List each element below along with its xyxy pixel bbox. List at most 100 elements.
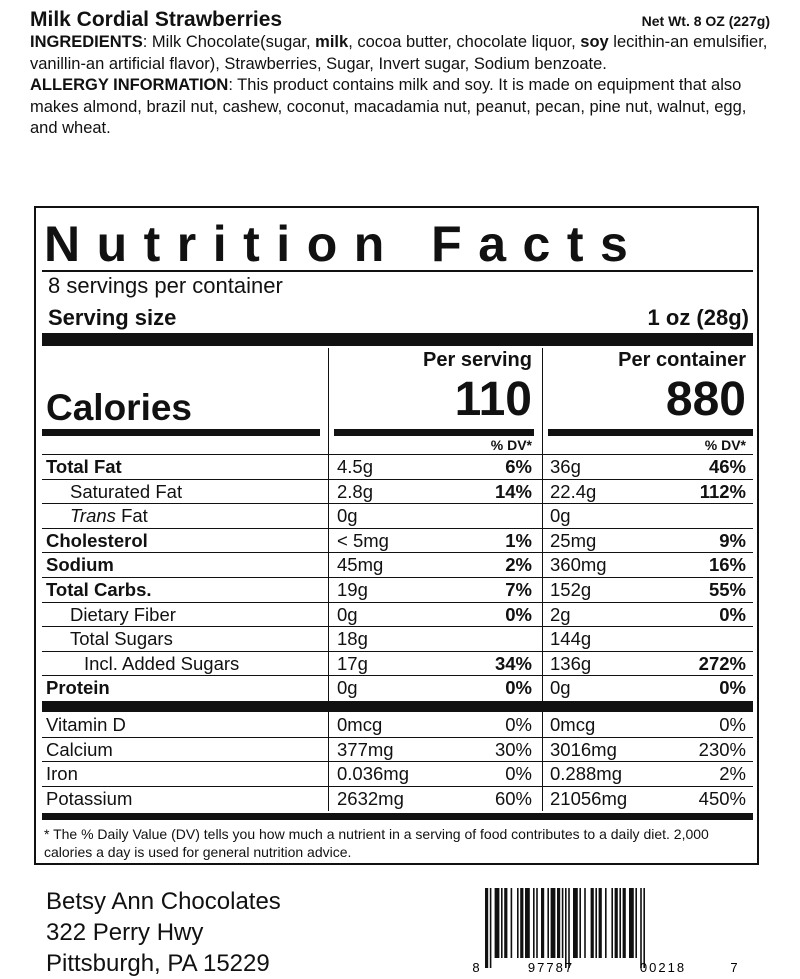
serving-dv: 0% bbox=[505, 677, 532, 699]
barcode-bar bbox=[643, 888, 645, 968]
vitamin-serving-dv: 0% bbox=[505, 714, 532, 735]
per-container-header: Per container bbox=[618, 349, 746, 371]
vitamin-serving-dv: 0% bbox=[505, 763, 532, 785]
vitamin-serving-amount: 0.036mg bbox=[337, 763, 409, 785]
row-divider bbox=[42, 601, 753, 603]
barcode-bar bbox=[561, 888, 564, 958]
thick-divider-footnote bbox=[42, 813, 753, 821]
vitamin-container-dv: 2% bbox=[719, 763, 746, 785]
barcode-bar bbox=[635, 888, 637, 958]
container-amount: 136g bbox=[550, 652, 592, 674]
company-name: Betsy Ann Chocolates bbox=[46, 888, 281, 915]
ingredients-text: : Milk Chocolate(sugar, milk, cocoa butt… bbox=[30, 33, 767, 73]
container-dv: 0% bbox=[719, 677, 746, 699]
vitamin-name: Potassium bbox=[46, 787, 133, 809]
serving-amount: 18g bbox=[337, 628, 368, 650]
ingredients-part: milk bbox=[315, 33, 349, 51]
calories-divider-left bbox=[42, 429, 320, 436]
row-divider bbox=[42, 736, 753, 738]
serving-dv: 14% bbox=[494, 480, 532, 502]
vitamin-name: Iron bbox=[46, 763, 78, 785]
vitamin-container-dv: 0% bbox=[719, 714, 746, 735]
container-dv: 16% bbox=[708, 554, 746, 576]
calories-label: Calories bbox=[46, 387, 193, 428]
servings-per-container: 8 servings per container bbox=[48, 273, 283, 298]
barcode-bar bbox=[494, 888, 500, 958]
nutrient-name: Sodium bbox=[46, 554, 114, 576]
vitamin-serving-dv: 60% bbox=[494, 787, 532, 809]
serving-dv: 34% bbox=[494, 652, 532, 674]
dv-header-serving: % DV* bbox=[490, 437, 532, 453]
container-dv: 46% bbox=[708, 456, 746, 477]
barcode-bar bbox=[565, 888, 567, 968]
barcode-bar bbox=[525, 888, 530, 958]
serving-amount: 19g bbox=[337, 579, 368, 600]
thick-divider-top bbox=[42, 333, 753, 346]
barcode-bar bbox=[622, 888, 626, 958]
container-dv: 9% bbox=[719, 529, 746, 551]
barcode-bar bbox=[547, 888, 549, 958]
row-divider bbox=[42, 577, 753, 578]
container-amount: 25mg bbox=[550, 529, 597, 551]
barcode-bar bbox=[619, 888, 621, 958]
ingredients-part: soy bbox=[580, 33, 609, 51]
container-amount: 0g bbox=[550, 505, 571, 527]
row-divider bbox=[42, 650, 753, 652]
row-divider bbox=[42, 527, 753, 529]
barcode-bar bbox=[584, 888, 586, 958]
barcode-bar bbox=[520, 888, 524, 958]
serving-amount: 17g bbox=[337, 652, 368, 674]
allergy-text: : This product contains milk and soy. It… bbox=[30, 76, 747, 137]
ingredients: INGREDIENTS: Milk Chocolate(sugar, milk,… bbox=[30, 32, 770, 75]
nutrient-name: Saturated Fat bbox=[70, 480, 183, 502]
barcode-bar bbox=[541, 888, 545, 958]
vitamin-container-dv: 450% bbox=[698, 787, 746, 809]
barcode-group-left: 97787 bbox=[528, 960, 574, 974]
barcode-bar bbox=[501, 888, 503, 958]
container-amount: 144g bbox=[550, 628, 592, 650]
serving-amount: 0g bbox=[337, 505, 358, 527]
serving-dv: 2% bbox=[505, 554, 532, 576]
barcode-bar bbox=[510, 888, 513, 958]
barcode-bar bbox=[640, 888, 642, 968]
vitamin-serving-amount: 377mg bbox=[337, 738, 394, 760]
dv-footnote: * The % Daily Value (DV) tells you how m… bbox=[44, 826, 709, 861]
container-dv: 112% bbox=[699, 480, 746, 502]
serving-amount: 4.5g bbox=[337, 456, 374, 477]
serving-dv: 6% bbox=[505, 456, 532, 477]
serving-amount: 0g bbox=[337, 603, 358, 625]
vitamin-serving-dv: 30% bbox=[494, 738, 532, 760]
barcode-group-right: 00218 bbox=[640, 960, 686, 974]
address-line-1: 322 Perry Hwy bbox=[46, 919, 204, 946]
ingredients-part: lecithin-an emulsifier, vanillin-an arti… bbox=[30, 33, 768, 73]
calories-divider-right bbox=[548, 429, 753, 436]
container-amount: 36g bbox=[550, 456, 581, 477]
nutrient-name: Total Carbs. bbox=[46, 579, 152, 600]
nutrient-name: Incl. Added Sugars bbox=[84, 652, 240, 674]
vitamin-serving-amount: 0mcg bbox=[337, 714, 383, 735]
barcode-digit-last: 7 bbox=[730, 960, 739, 974]
barcode-bar bbox=[611, 888, 613, 958]
column-separator bbox=[542, 348, 543, 812]
container-amount: 22.4g bbox=[550, 480, 597, 502]
product-name: Milk Cordial Strawberries bbox=[30, 8, 283, 31]
barcode-bar bbox=[536, 888, 538, 958]
vitamin-container-amount: 21056mg bbox=[550, 787, 628, 809]
vitamin-container-dv: 230% bbox=[698, 738, 746, 760]
upc-barcode: 8 97787 00218 7 bbox=[473, 888, 739, 974]
serving-dv: 1% bbox=[505, 529, 532, 551]
barcode-bar bbox=[579, 888, 581, 958]
calories-divider-mid bbox=[334, 429, 534, 436]
row-divider bbox=[42, 454, 753, 455]
vitamin-container-amount: 0mcg bbox=[550, 714, 596, 735]
container-dv: 55% bbox=[708, 579, 746, 600]
barcode-bar bbox=[517, 888, 519, 958]
vitamin-serving-amount: 2632mg bbox=[337, 787, 404, 809]
ingredients-part: , cocoa butter, chocolate liquor, bbox=[348, 33, 581, 51]
container-dv: 272% bbox=[698, 652, 746, 674]
serving-amount: < 5mg bbox=[337, 529, 389, 551]
title-divider bbox=[42, 270, 753, 272]
barcode-bar bbox=[568, 888, 570, 968]
container-dv: 0% bbox=[719, 603, 746, 625]
product-header: Milk Cordial Strawberries Net Wt. 8 OZ (… bbox=[30, 8, 770, 140]
